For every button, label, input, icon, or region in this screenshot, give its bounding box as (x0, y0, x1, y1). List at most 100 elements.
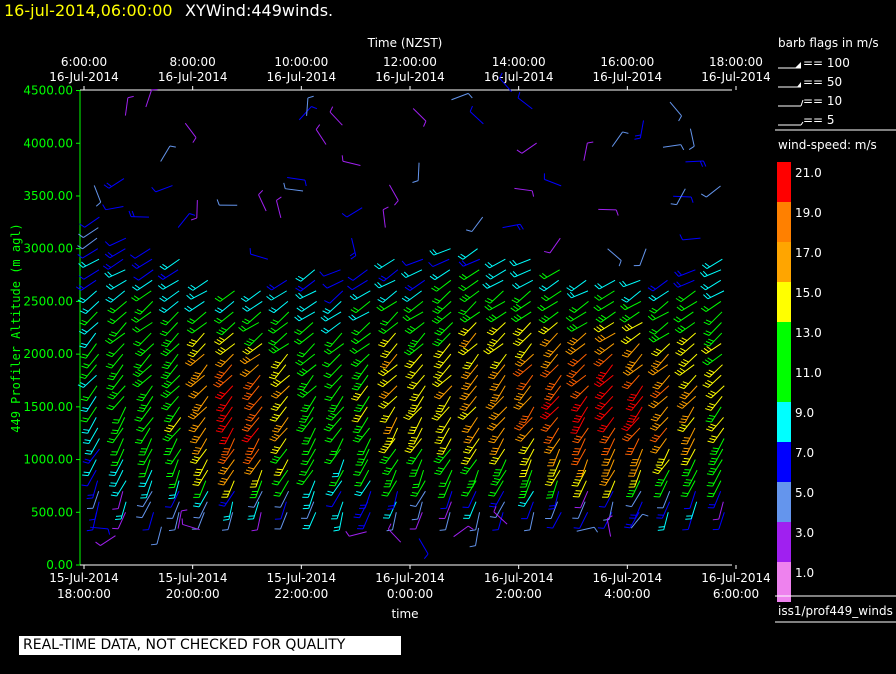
wind-barb (485, 269, 507, 280)
wind-barb (404, 353, 423, 369)
x2-tick-label-date: 16-Jul-2014 (267, 70, 337, 84)
wind-barb (287, 176, 307, 187)
wind-barb (215, 353, 234, 368)
wind-barb (128, 210, 149, 218)
wind-barb (186, 332, 205, 348)
wind-barb (575, 459, 589, 478)
wind-barb (412, 108, 427, 127)
wind-barb (80, 301, 100, 315)
wind-barb (102, 204, 124, 211)
wind-barb (333, 512, 344, 532)
wind-barb (213, 311, 234, 324)
wind-barb (537, 300, 558, 312)
wind-barb (320, 311, 342, 322)
wind-barb (434, 322, 454, 336)
wind-barb (673, 195, 694, 203)
speed-legend-item: 1.0 (777, 562, 814, 602)
wind-barb (540, 417, 559, 432)
y-tick-label: 4500.00 (23, 84, 73, 98)
wind-barb (511, 279, 534, 290)
wind-barb (104, 332, 126, 344)
wind-barb (570, 448, 586, 466)
wind-barb (409, 385, 426, 402)
wind-barb (374, 258, 395, 270)
wind-barb (190, 200, 198, 221)
wind-barb (216, 199, 238, 206)
wind-barb (331, 459, 345, 478)
wind-barb (177, 509, 188, 529)
wind-barb (324, 332, 343, 348)
wind-barb (709, 438, 725, 455)
wind-barb (685, 160, 707, 167)
wind-barb (700, 343, 722, 355)
wind-barb (484, 300, 506, 311)
wind-barb (460, 448, 477, 465)
wind-barb (240, 290, 261, 302)
wind-barb (702, 374, 722, 388)
wind-barb (377, 290, 398, 303)
wind-barb (387, 523, 402, 543)
y-tick-label: 2500.00 (23, 294, 73, 308)
wind-barb (355, 448, 370, 466)
wind-barb (95, 535, 116, 547)
x-tick-label-time: 22:00:00 (274, 587, 328, 601)
wind-barb (484, 290, 504, 304)
wind-barb (270, 448, 288, 464)
wind-barb (650, 353, 669, 369)
wind-barb (573, 512, 589, 529)
wind-barb (106, 427, 124, 444)
wind-barb (434, 459, 451, 475)
wind-barb (82, 459, 97, 477)
wind-barb (418, 538, 429, 559)
wind-barb (433, 448, 452, 464)
wind-barb (248, 490, 263, 508)
x-axis-title: time (391, 607, 418, 621)
wind-barb (324, 385, 342, 401)
wind-barb (319, 269, 341, 277)
wind-barb (107, 385, 126, 400)
wind-barb (268, 332, 288, 346)
wind-barb (703, 322, 722, 336)
wind-barb (102, 258, 124, 270)
wind-barb (75, 279, 97, 291)
wind-barb (566, 279, 587, 292)
wind-barb (538, 311, 559, 324)
wind-barb (136, 417, 154, 432)
wind-barb (566, 290, 589, 299)
wind-barb (151, 185, 173, 193)
wind-barb (222, 501, 234, 521)
speed-legend-item: 3.0 (777, 522, 814, 562)
wind-barb (168, 512, 180, 532)
wind-barb (163, 406, 180, 423)
wind-barb (574, 490, 589, 509)
wind-barb (78, 258, 100, 268)
wind-barb (680, 438, 696, 456)
wind-barb (218, 490, 235, 507)
x-tick-label-date: 15-Jul-2014 (158, 571, 228, 585)
wind-barb (488, 406, 508, 421)
wind-barb (486, 417, 506, 431)
wind-barb (566, 374, 587, 387)
speed-legend-item: 19.0 (777, 202, 822, 242)
wind-barb (435, 417, 452, 434)
wind-barb (86, 491, 100, 509)
wind-barb (458, 322, 477, 336)
wind-barb (625, 490, 642, 508)
wind-barb (401, 258, 424, 266)
x2-tick-label-date: 16-Jul-2014 (701, 70, 770, 84)
wind-barb (387, 491, 398, 510)
wind-barb (657, 491, 671, 509)
wind-barb (485, 395, 505, 410)
wind-barb (583, 141, 594, 161)
wind-barb (110, 438, 124, 456)
wind-barb (296, 364, 317, 377)
wind-barb (295, 290, 317, 300)
wind-barb (492, 512, 504, 531)
wind-barb (545, 501, 559, 520)
speed-legend-item: 13.0 (777, 322, 822, 362)
x2-tick-label-date: 16-Jul-2014 (375, 70, 445, 84)
wind-barb (545, 480, 558, 499)
wind-barb (379, 311, 399, 326)
speed-legend-item: 15.0 (777, 282, 822, 322)
wind-barb (106, 343, 125, 358)
